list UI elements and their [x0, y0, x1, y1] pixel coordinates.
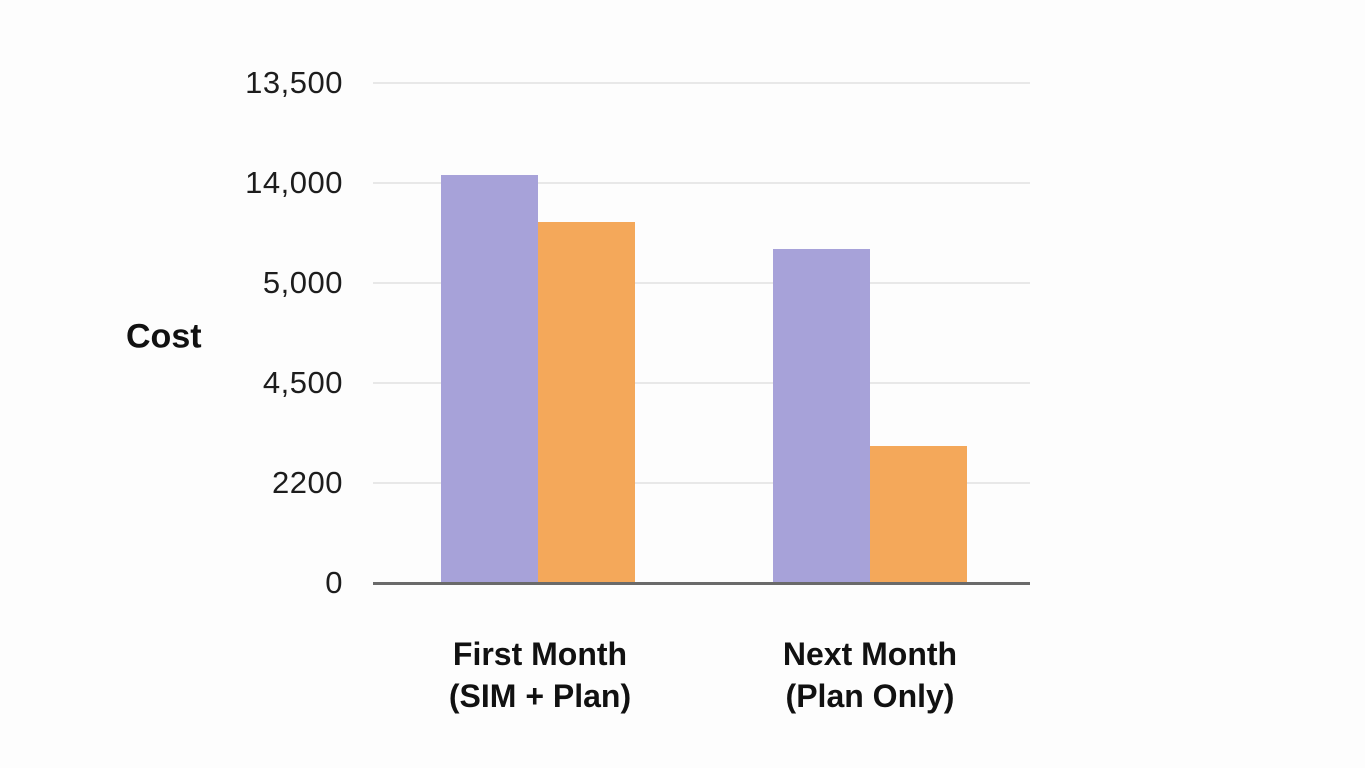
y-tick-label: 14,000 — [245, 165, 343, 200]
gridline — [373, 382, 1030, 384]
bar-orange-series-group1 — [538, 222, 635, 583]
x-category-line2: (Plan Only) — [785, 678, 955, 714]
bar-purple-series-group2 — [773, 249, 870, 583]
bar-orange-series-group2 — [870, 446, 967, 583]
y-tick-label: 2200 — [272, 465, 343, 500]
y-axis-title: Cost — [126, 317, 202, 356]
y-tick-label: 0 — [325, 565, 343, 600]
y-tick-label: 13,500 — [245, 65, 343, 100]
x-category-label-1: First Month (SIM + Plan) — [340, 633, 740, 717]
bar-purple-series-group1 — [441, 175, 538, 583]
x-category-line2: (SIM + Plan) — [448, 678, 632, 714]
y-tick-label: 4,500 — [262, 365, 343, 400]
y-tick-label: 5,000 — [262, 265, 343, 300]
gridline — [373, 282, 1030, 284]
x-category-label-2: Next Month (Plan Only) — [670, 633, 1070, 717]
gridline — [373, 82, 1030, 84]
gridline — [373, 482, 1030, 484]
x-category-line1: First Month — [452, 636, 628, 672]
x-axis-line — [373, 582, 1030, 585]
gridline — [373, 182, 1030, 184]
x-category-line1: Next Month — [782, 636, 958, 672]
